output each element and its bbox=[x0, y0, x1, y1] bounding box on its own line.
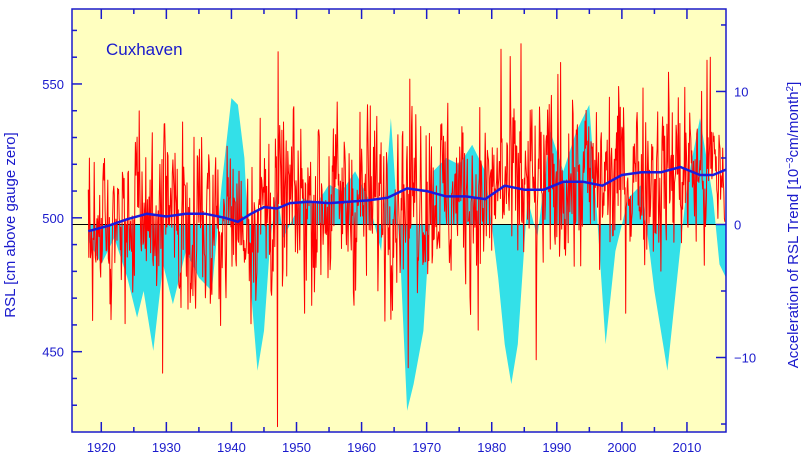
plot-frame bbox=[71, 8, 727, 433]
x-tick-label-1990: 1990 bbox=[542, 440, 571, 455]
left-y-axis: 450 500 550 bbox=[42, 29, 82, 406]
right-axis-title-part-2: −3 bbox=[785, 157, 796, 169]
right-y-tick-label-10: 10 bbox=[734, 84, 748, 99]
right-axis-title-part-4: 2 bbox=[785, 85, 796, 91]
right-axis-title: Acceleration of RSL Trend [10−3cm/month2… bbox=[785, 82, 802, 369]
chart-title: Cuxhaven bbox=[106, 40, 183, 59]
right-axis-title-part-5: ] bbox=[785, 82, 802, 86]
right-y-axis: −10 0 10 bbox=[716, 24, 756, 425]
left-y-tick-label-500: 500 bbox=[42, 211, 64, 226]
x-axis: 1920 1930 1940 1950 1960 1970 1980 1990 2000 2010 bbox=[87, 9, 701, 455]
left-y-tick-label-550: 550 bbox=[42, 77, 64, 92]
trend-line bbox=[87, 165, 727, 233]
right-y-tick-label--10: −10 bbox=[734, 351, 756, 366]
x-tick-label-1920: 1920 bbox=[87, 440, 116, 455]
x-tick-label-1960: 1960 bbox=[347, 440, 376, 455]
right-y-tick-label-0: 0 bbox=[734, 217, 741, 232]
x-tick-label-1930: 1930 bbox=[152, 440, 181, 455]
x-tick-label-1970: 1970 bbox=[412, 440, 441, 455]
right-axis-title-part-3: cm/month bbox=[785, 91, 802, 157]
x-tick-label-2000: 2000 bbox=[607, 440, 636, 455]
left-y-tick-label-450: 450 bbox=[42, 345, 64, 360]
x-tick-label-1980: 1980 bbox=[477, 440, 506, 455]
x-tick-label-2010: 2010 bbox=[672, 440, 701, 455]
monthly-rsl-series bbox=[87, 43, 726, 428]
x-tick-label-1940: 1940 bbox=[217, 440, 246, 455]
rsl-trend-series bbox=[87, 165, 727, 233]
left-axis-title: RSL [cm above gauge zero] bbox=[2, 132, 19, 317]
acceleration-area bbox=[88, 98, 727, 411]
monthly-rsl-line bbox=[87, 43, 726, 428]
right-axis-title-part-1: Acceleration of RSL Trend [10 bbox=[785, 169, 802, 369]
x-tick-label-1950: 1950 bbox=[282, 440, 311, 455]
acceleration-series bbox=[88, 98, 727, 411]
